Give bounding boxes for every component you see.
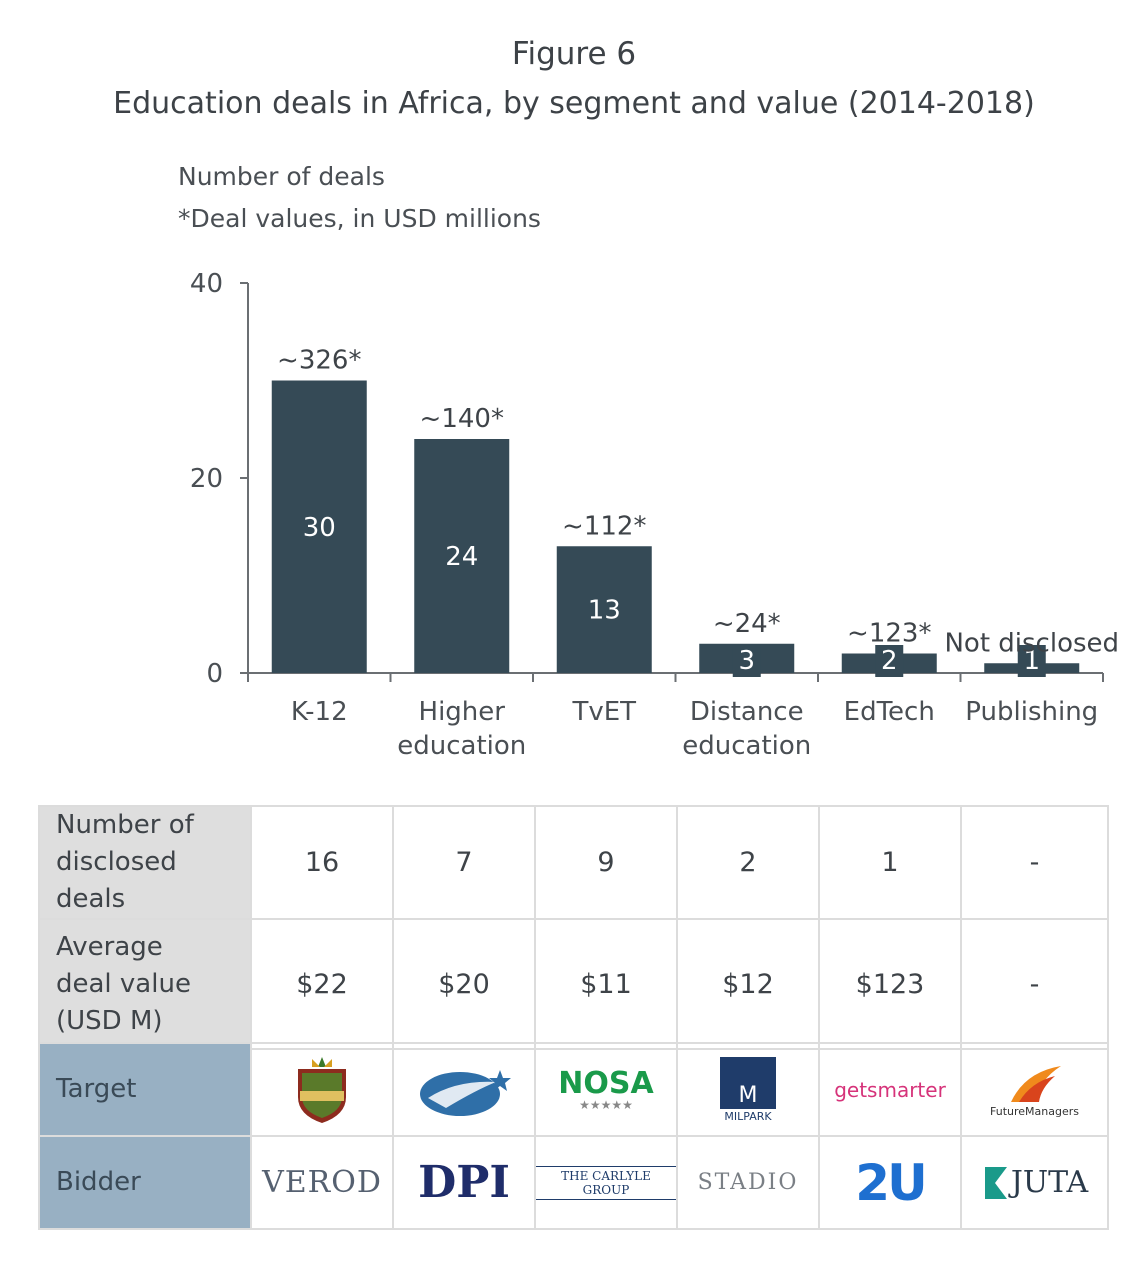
y-tick-label: 0 <box>206 659 223 689</box>
deal-value-label: ~24* <box>713 609 781 639</box>
bidder-header: Bidder <box>38 1135 252 1230</box>
flame-icon <box>1010 1066 1061 1102</box>
x-tick-label: Higher <box>419 697 506 727</box>
target-row: Target <box>38 1042 1109 1137</box>
milpark-logo: M MILPARK <box>676 1042 820 1137</box>
table-cell: 16 <box>250 805 394 920</box>
table-cell: - <box>960 918 1109 1050</box>
getsmarter-logo: getsmarter <box>818 1042 962 1137</box>
bar <box>271 380 367 673</box>
bar-chart: 0204030~326*K-1224~140*Highereducation13… <box>190 269 1119 761</box>
juta-logo: JUTA <box>960 1135 1109 1230</box>
table-cell: - <box>960 805 1109 920</box>
x-tick-label: TvET <box>571 697 636 727</box>
dpi-logo: DPI <box>392 1135 536 1230</box>
table-cell: $12 <box>676 918 820 1050</box>
bar-value-label: 2 <box>881 646 898 676</box>
table-cell: 2 <box>676 805 820 920</box>
futuremanagers-logo: FutureManagers <box>960 1042 1109 1137</box>
deal-value-label: Not disclosed <box>944 628 1119 658</box>
greensprings-logo <box>250 1042 394 1137</box>
logos-table: Target <box>38 1042 1109 1230</box>
deal-value-label: ~140* <box>420 404 504 434</box>
bidder-row: Bidder VEROD DPI THE CARLYLE GROUP STADI… <box>38 1135 1109 1230</box>
deal-value-label: ~123* <box>847 619 931 649</box>
x-tick-label: Distance <box>690 697 804 727</box>
greensprings-crest-icon <box>298 1056 346 1123</box>
table-cell: 9 <box>534 805 678 920</box>
y-tick-label: 40 <box>190 269 223 299</box>
x-tick-label: EdTech <box>844 697 935 727</box>
table-cell: $11 <box>534 918 678 1050</box>
bar-value-label: 13 <box>588 596 621 626</box>
x-tick-label: education <box>397 731 526 761</box>
bar <box>414 439 510 673</box>
value-label-box <box>875 645 904 677</box>
table-cell: $22 <box>250 918 394 1050</box>
x-tick-label: education <box>682 731 811 761</box>
chart-title: Education deals in Africa, by segment an… <box>113 86 1035 121</box>
globe-logo <box>392 1042 536 1137</box>
verod-logo: VEROD <box>250 1135 394 1230</box>
figure-label: Figure 6 <box>511 36 637 72</box>
y-axis-note: *Deal values, in USD millions <box>178 204 541 233</box>
target-header: Target <box>38 1042 252 1137</box>
x-tick-label: Publishing <box>965 697 1098 727</box>
x-tick-label: K-12 <box>291 697 348 727</box>
bar-value-label: 3 <box>738 646 755 676</box>
bar-value-label: 1 <box>1023 646 1040 676</box>
table-cell: 7 <box>392 805 536 920</box>
deal-value-label: ~112* <box>562 511 646 541</box>
juta-mark-icon <box>984 1166 1007 1199</box>
bar-value-label: 24 <box>445 542 478 572</box>
2u-logo: 2U <box>818 1135 962 1230</box>
nosa-logo: NOSA ★★★★★ <box>534 1042 678 1137</box>
stats-table: Number of disclosed deals 16 7 9 2 1 - A… <box>38 805 1109 1050</box>
value-label-box <box>732 645 761 677</box>
globe-icon <box>420 1069 511 1116</box>
disclosed-deals-row: Number of disclosed deals 16 7 9 2 1 - <box>38 805 1109 920</box>
bar <box>556 546 652 673</box>
row-header: Number of disclosed deals <box>38 805 252 920</box>
table-cell: $20 <box>392 918 536 1050</box>
deal-value-label: ~326* <box>277 346 361 376</box>
y-tick-label: 20 <box>190 464 223 494</box>
table-cell: 1 <box>818 805 962 920</box>
value-label-box <box>1017 645 1046 677</box>
row-header: Average deal value (USD M) <box>38 918 252 1050</box>
carlyle-logo: THE CARLYLE GROUP <box>534 1135 678 1230</box>
table-cell: $123 <box>818 918 962 1050</box>
bar-value-label: 30 <box>303 513 336 543</box>
y-axis-label: Number of deals <box>178 162 385 191</box>
average-deal-value-row: Average deal value (USD M) $22 $20 $11 $… <box>38 918 1109 1050</box>
stadio-logo: STADIO <box>676 1135 820 1230</box>
